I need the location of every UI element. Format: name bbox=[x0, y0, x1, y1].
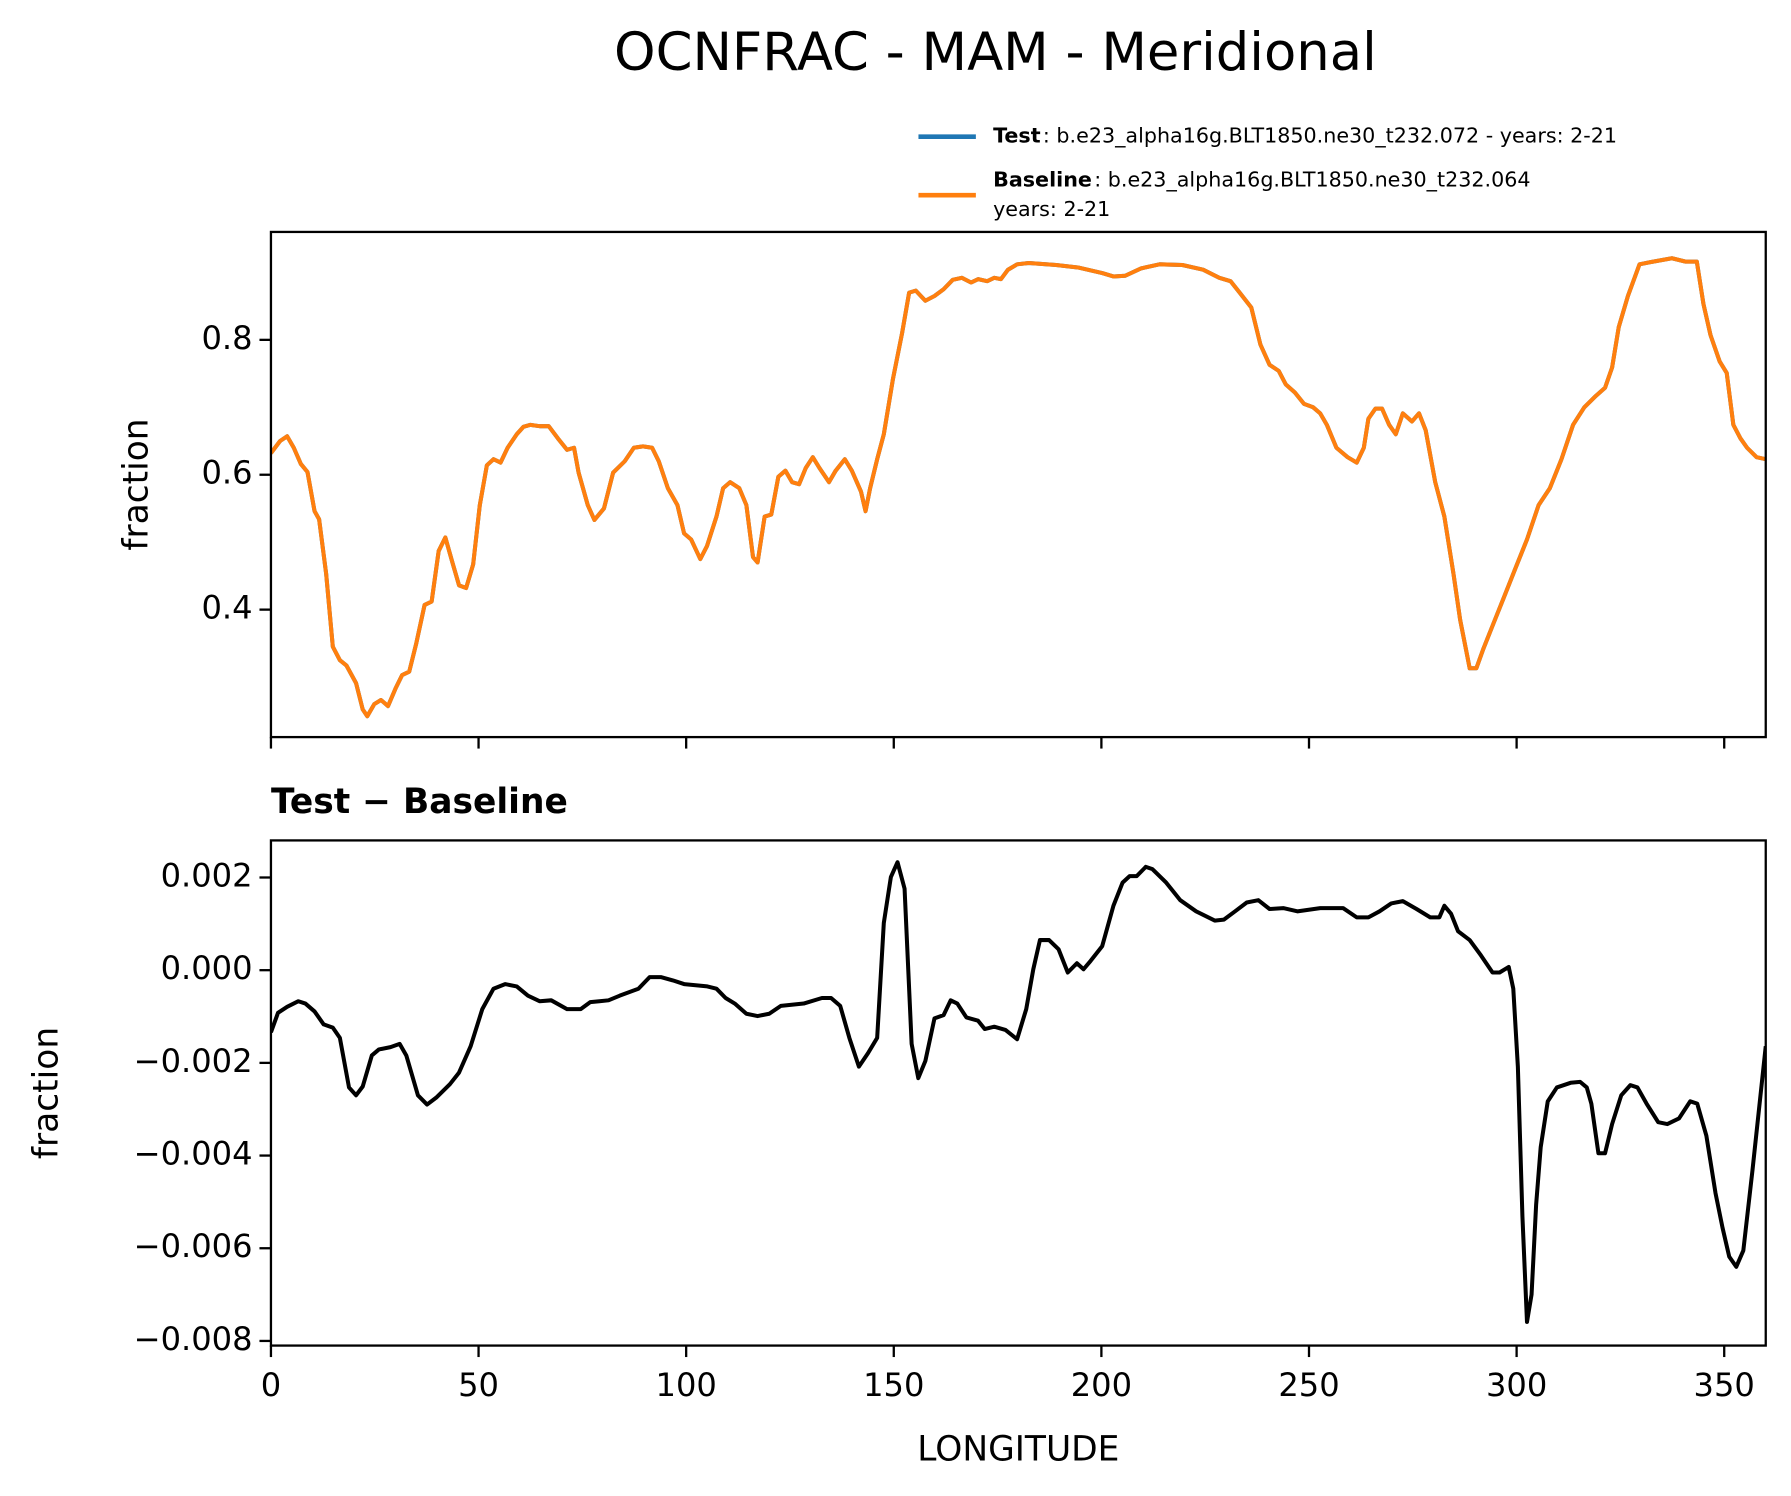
y-tick-label: 0.4 bbox=[201, 589, 252, 627]
x-tick-label: 250 bbox=[1278, 1366, 1339, 1404]
y-tick-label: −0.008 bbox=[134, 1320, 253, 1358]
x-tick-label: 50 bbox=[458, 1366, 499, 1404]
axes-title: Test − Baseline bbox=[271, 782, 568, 822]
y-tick-label: 0.000 bbox=[161, 949, 253, 987]
y-tick-label: 0.6 bbox=[201, 454, 252, 492]
x-axis-label: LONGITUDE bbox=[917, 1430, 1119, 1470]
x-tick-label: 150 bbox=[863, 1366, 924, 1404]
x-tick-label: 0 bbox=[261, 1366, 281, 1404]
y-tick-label: −0.002 bbox=[134, 1042, 253, 1080]
y-axis-label: fraction bbox=[27, 1027, 67, 1159]
legend-name: Baseline bbox=[993, 167, 1092, 191]
y-axis-label: fraction bbox=[116, 418, 156, 550]
y-tick-label: −0.004 bbox=[134, 1135, 253, 1173]
legend-label: : b.e23_alpha16g.BLT1850.ne30_t232.064 bbox=[1094, 167, 1530, 191]
legend-name: Test bbox=[993, 124, 1041, 148]
plot-area bbox=[270, 256, 1766, 719]
y-tick-label: 0.002 bbox=[161, 856, 253, 894]
x-tick-label: 350 bbox=[1694, 1366, 1755, 1404]
y-tick-label: 0.8 bbox=[201, 319, 252, 357]
axes-frame bbox=[269, 230, 1767, 739]
data-line bbox=[270, 256, 1766, 719]
legend-label: : b.e23_alpha16g.BLT1850.ne30_t232.072 -… bbox=[1043, 124, 1617, 148]
figure-title: OCNFRAC - MAM - Meridional bbox=[614, 22, 1377, 83]
x-tick-label: 200 bbox=[1071, 1366, 1132, 1404]
plot-area bbox=[270, 860, 1766, 1324]
x-tick-label: 300 bbox=[1486, 1366, 1547, 1404]
legend-label: years: 2-21 bbox=[993, 197, 1110, 221]
x-tick-label: 100 bbox=[656, 1366, 717, 1404]
y-tick-label: −0.006 bbox=[134, 1227, 253, 1265]
axes-frame bbox=[269, 839, 1767, 1347]
data-line bbox=[270, 860, 1766, 1324]
